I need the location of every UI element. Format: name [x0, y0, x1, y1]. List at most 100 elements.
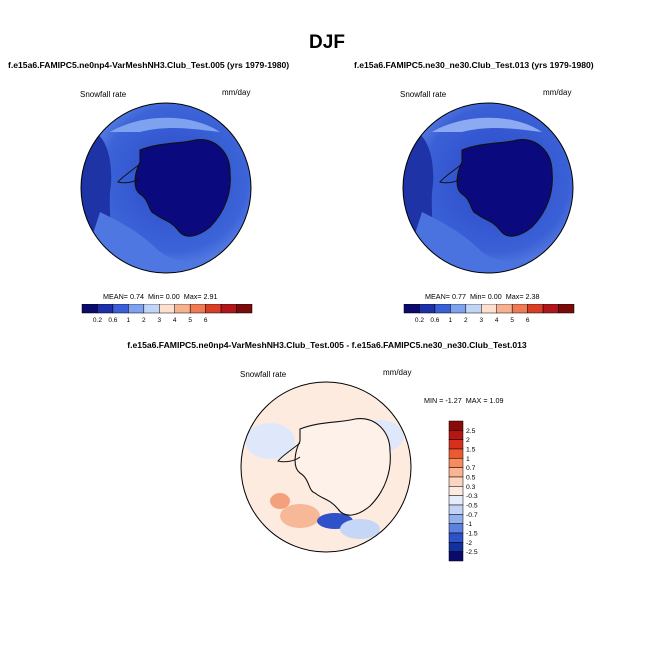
figure-title: DJF: [309, 32, 345, 53]
panel2-stats: MEAN= 0.77 Min= 0.00 Max= 2.38: [425, 292, 540, 301]
colorbar-tick-label: -0.7: [466, 512, 478, 519]
colorbar-tick-label: 4: [173, 317, 177, 324]
colorbar-swatch: [511, 304, 528, 314]
negative-patch: [245, 423, 295, 459]
min-value: 0.00: [165, 292, 180, 301]
colorbar-tick-label: 2: [464, 317, 468, 324]
colorbar-swatch: [448, 420, 464, 431]
colorbar-swatch: [481, 304, 497, 314]
colorbar-tick-label: 1: [127, 317, 131, 324]
map-border: [80, 102, 252, 274]
panel1-variable-label: Snowfall rate: [80, 90, 127, 99]
colorbar-tick-label: 5: [510, 317, 514, 324]
colorbar-tick-label: 3: [479, 317, 483, 324]
colorbar-tick-label: 0.6: [430, 317, 439, 324]
negative-patch: [340, 519, 380, 539]
panel1-units-label: mm/day: [222, 88, 251, 97]
peninsula-coastline: [117, 163, 141, 184]
colorbar-swatch: [448, 514, 464, 524]
colorbar-swatch: [448, 495, 464, 506]
panel3-colorbar: 2.5 2 1.5 1 0.7 0.5 0.3 -0.3 -0.5 -0.7 -1 -1.5 -2 -2.…: [448, 420, 478, 562]
max-value: 2.91: [203, 292, 218, 301]
colorbar-swatch: [448, 439, 464, 450]
panel3-stats: MIN = -1.27 MAX = 1.09: [424, 396, 504, 405]
north-light-region: [432, 117, 542, 132]
panel1-colorbar: 0.2 0.6 1 2 3 4 5 6: [81, 304, 253, 324]
panel2-units-label: mm/day: [543, 88, 572, 97]
min-value: -1.27: [445, 396, 462, 405]
colorbar-swatch: [448, 430, 464, 440]
panel1-title: f.e15a6.FAMIPC5.ne0np4-VarMeshNH3.Club_T…: [8, 60, 290, 70]
colorbar-swatch: [205, 304, 222, 314]
colorbar-swatch: [448, 542, 464, 552]
colorbar-tick-label: 1: [466, 456, 470, 463]
colorbar-tick-label: -0.5: [466, 503, 478, 510]
colorbar-swatch: [558, 304, 575, 314]
colorbar-swatch: [542, 304, 559, 314]
colorbar-swatch: [448, 532, 464, 543]
max-label: Max=: [505, 292, 524, 301]
panel3-units-label: mm/day: [383, 368, 412, 377]
colorbar-tick-label: 2: [466, 437, 470, 444]
west-high-snow-region: [81, 130, 112, 273]
colorbar-swatch: [527, 304, 544, 314]
min-label: Min=: [469, 292, 486, 301]
mean-label: MEAN=: [425, 292, 450, 301]
panel2-variable-label: Snowfall rate: [400, 90, 447, 99]
colorbar-swatch: [448, 458, 464, 468]
max-value: 1.09: [489, 396, 504, 405]
panel3-variable-label: Snowfall rate: [240, 370, 287, 379]
colorbar-tick-label: 2: [142, 317, 146, 324]
colorbar-swatch: [143, 304, 160, 314]
min-label: MIN =: [424, 396, 444, 405]
colorbar-tick-label: 0.2: [415, 317, 424, 324]
panel1-polar-map: [80, 102, 252, 274]
colorbar-swatch: [448, 467, 464, 478]
panel2-polar-map: [402, 102, 574, 274]
colorbar-swatch: [434, 304, 451, 314]
colorbar-tick-label: 2.5: [466, 428, 476, 435]
positive-patch: [270, 493, 290, 509]
peninsula-coastline: [439, 163, 463, 184]
colorbar-swatch: [448, 504, 464, 515]
colorbar-tick-label: 6: [204, 317, 208, 324]
map-border: [402, 102, 574, 274]
south-moderate-region: [81, 212, 251, 273]
colorbar-tick-label: 0.7: [466, 465, 476, 472]
colorbar-tick-label: 3: [157, 317, 161, 324]
antarctica-low-snow: [135, 139, 231, 237]
colorbar-tick-label: 6: [526, 317, 530, 324]
mean-value: 0.74: [129, 292, 144, 301]
colorbar-tick-label: 5: [188, 317, 192, 324]
max-value: 2.38: [525, 292, 540, 301]
colorbar-tick-label: 4: [495, 317, 499, 324]
colorbar-tick-label: 1: [449, 317, 453, 324]
mean-value: 0.77: [451, 292, 466, 301]
colorbar-tick-label: 0.3: [466, 484, 476, 491]
west-high-snow-region: [403, 130, 434, 273]
colorbar-tick-label: -2: [466, 540, 472, 547]
colorbar-tick-label: -1.5: [466, 531, 478, 538]
colorbar-tick-label: 1.5: [466, 447, 476, 454]
peninsula-coastline: [277, 442, 301, 463]
colorbar-swatch: [220, 304, 237, 314]
colorbar-tick-label: 0.2: [93, 317, 102, 324]
colorbar-swatch: [448, 448, 464, 459]
panel2-title: f.e15a6.FAMIPC5.ne30_ne30.Club_Test.013 …: [354, 60, 594, 70]
map-border: [240, 381, 412, 553]
colorbar-tick-label: 0.5: [466, 475, 476, 482]
colorbar-swatch: [403, 304, 420, 314]
panel1-stats: MEAN= 0.74 Min= 0.00 Max= 2.91: [103, 292, 218, 301]
colorbar-swatch: [81, 304, 98, 314]
colorbar-swatch: [496, 304, 513, 314]
max-label: MAX =: [465, 396, 488, 405]
min-label: Min=: [147, 292, 164, 301]
south-moderate-region: [403, 212, 573, 273]
colorbar-swatch: [97, 304, 114, 314]
north-light-region: [110, 117, 220, 132]
max-label: Max=: [183, 292, 202, 301]
panel3-title: f.e15a6.FAMIPC5.ne0np4-VarMeshNH3.Club_T…: [127, 340, 527, 350]
colorbar-swatch: [236, 304, 253, 314]
colorbar-swatch: [112, 304, 129, 314]
colorbar-swatch: [448, 551, 464, 562]
